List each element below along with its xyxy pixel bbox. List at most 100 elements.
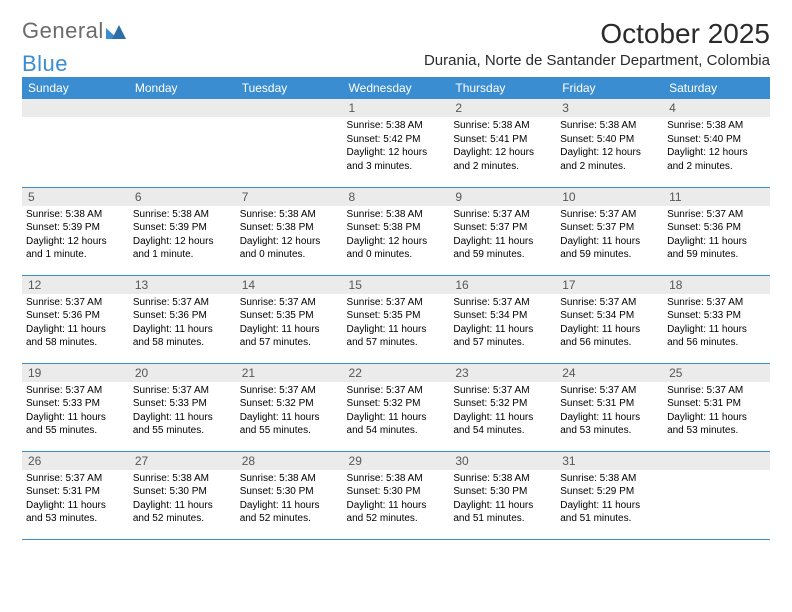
day-details: Sunrise: 5:37 AMSunset: 5:36 PMDaylight:… <box>129 294 236 354</box>
calendar-week-row: 19Sunrise: 5:37 AMSunset: 5:33 PMDayligh… <box>22 363 770 451</box>
calendar-week-row: 1Sunrise: 5:38 AMSunset: 5:42 PMDaylight… <box>22 99 770 187</box>
day-details: Sunrise: 5:38 AMSunset: 5:30 PMDaylight:… <box>236 470 343 530</box>
day-details: Sunrise: 5:38 AMSunset: 5:42 PMDaylight:… <box>343 117 450 177</box>
weekday-header: Wednesday <box>343 77 450 99</box>
calendar-empty-cell <box>129 99 236 187</box>
day-details: Sunrise: 5:38 AMSunset: 5:30 PMDaylight:… <box>449 470 556 530</box>
logo-line2: Blue <box>22 51 68 77</box>
calendar-day-cell: 24Sunrise: 5:37 AMSunset: 5:31 PMDayligh… <box>556 363 663 451</box>
day-number <box>129 99 236 117</box>
day-details: Sunrise: 5:37 AMSunset: 5:33 PMDaylight:… <box>22 382 129 442</box>
day-details: Sunrise: 5:38 AMSunset: 5:41 PMDaylight:… <box>449 117 556 177</box>
day-number: 20 <box>129 364 236 382</box>
calendar-day-cell: 30Sunrise: 5:38 AMSunset: 5:30 PMDayligh… <box>449 451 556 539</box>
day-details: Sunrise: 5:37 AMSunset: 5:33 PMDaylight:… <box>663 294 770 354</box>
day-number: 12 <box>22 276 129 294</box>
day-details: Sunrise: 5:37 AMSunset: 5:37 PMDaylight:… <box>556 206 663 266</box>
weekday-header-row: SundayMondayTuesdayWednesdayThursdayFrid… <box>22 77 770 99</box>
calendar-day-cell: 29Sunrise: 5:38 AMSunset: 5:30 PMDayligh… <box>343 451 450 539</box>
day-details: Sunrise: 5:38 AMSunset: 5:30 PMDaylight:… <box>129 470 236 530</box>
calendar-body: 1Sunrise: 5:38 AMSunset: 5:42 PMDaylight… <box>22 99 770 539</box>
day-details: Sunrise: 5:38 AMSunset: 5:29 PMDaylight:… <box>556 470 663 530</box>
day-details: Sunrise: 5:38 AMSunset: 5:38 PMDaylight:… <box>343 206 450 266</box>
day-details: Sunrise: 5:38 AMSunset: 5:39 PMDaylight:… <box>129 206 236 266</box>
day-number <box>663 452 770 470</box>
day-details: Sunrise: 5:38 AMSunset: 5:38 PMDaylight:… <box>236 206 343 266</box>
calendar-day-cell: 20Sunrise: 5:37 AMSunset: 5:33 PMDayligh… <box>129 363 236 451</box>
day-number: 18 <box>663 276 770 294</box>
calendar-empty-cell <box>236 99 343 187</box>
day-number: 10 <box>556 188 663 206</box>
day-details: Sunrise: 5:38 AMSunset: 5:39 PMDaylight:… <box>22 206 129 266</box>
calendar-day-cell: 5Sunrise: 5:38 AMSunset: 5:39 PMDaylight… <box>22 187 129 275</box>
day-number: 16 <box>449 276 556 294</box>
logo: General <box>22 18 126 44</box>
day-number: 1 <box>343 99 450 117</box>
logo-icon <box>106 23 126 39</box>
day-details: Sunrise: 5:37 AMSunset: 5:36 PMDaylight:… <box>22 294 129 354</box>
day-details: Sunrise: 5:37 AMSunset: 5:35 PMDaylight:… <box>343 294 450 354</box>
calendar-day-cell: 4Sunrise: 5:38 AMSunset: 5:40 PMDaylight… <box>663 99 770 187</box>
day-number: 2 <box>449 99 556 117</box>
day-details: Sunrise: 5:37 AMSunset: 5:32 PMDaylight:… <box>343 382 450 442</box>
day-number: 22 <box>343 364 450 382</box>
day-number: 19 <box>22 364 129 382</box>
day-number: 30 <box>449 452 556 470</box>
day-details: Sunrise: 5:37 AMSunset: 5:31 PMDaylight:… <box>663 382 770 442</box>
calendar-empty-cell <box>22 99 129 187</box>
day-details: Sunrise: 5:37 AMSunset: 5:33 PMDaylight:… <box>129 382 236 442</box>
day-details: Sunrise: 5:38 AMSunset: 5:40 PMDaylight:… <box>556 117 663 177</box>
calendar-day-cell: 28Sunrise: 5:38 AMSunset: 5:30 PMDayligh… <box>236 451 343 539</box>
calendar-day-cell: 11Sunrise: 5:37 AMSunset: 5:36 PMDayligh… <box>663 187 770 275</box>
weekday-header: Monday <box>129 77 236 99</box>
page-subtitle: Durania, Norte de Santander Department, … <box>424 52 770 69</box>
calendar-day-cell: 16Sunrise: 5:37 AMSunset: 5:34 PMDayligh… <box>449 275 556 363</box>
weekday-header: Friday <box>556 77 663 99</box>
day-details: Sunrise: 5:37 AMSunset: 5:36 PMDaylight:… <box>663 206 770 266</box>
day-details: Sunrise: 5:37 AMSunset: 5:35 PMDaylight:… <box>236 294 343 354</box>
day-number: 27 <box>129 452 236 470</box>
calendar-day-cell: 23Sunrise: 5:37 AMSunset: 5:32 PMDayligh… <box>449 363 556 451</box>
day-number: 28 <box>236 452 343 470</box>
calendar-day-cell: 2Sunrise: 5:38 AMSunset: 5:41 PMDaylight… <box>449 99 556 187</box>
calendar-empty-cell <box>663 451 770 539</box>
day-details: Sunrise: 5:38 AMSunset: 5:40 PMDaylight:… <box>663 117 770 177</box>
day-number: 8 <box>343 188 450 206</box>
calendar-day-cell: 18Sunrise: 5:37 AMSunset: 5:33 PMDayligh… <box>663 275 770 363</box>
calendar-day-cell: 15Sunrise: 5:37 AMSunset: 5:35 PMDayligh… <box>343 275 450 363</box>
day-number: 13 <box>129 276 236 294</box>
day-number: 6 <box>129 188 236 206</box>
day-number: 15 <box>343 276 450 294</box>
day-details: Sunrise: 5:37 AMSunset: 5:34 PMDaylight:… <box>556 294 663 354</box>
weekday-header: Sunday <box>22 77 129 99</box>
calendar-day-cell: 27Sunrise: 5:38 AMSunset: 5:30 PMDayligh… <box>129 451 236 539</box>
day-number: 26 <box>22 452 129 470</box>
calendar-day-cell: 1Sunrise: 5:38 AMSunset: 5:42 PMDaylight… <box>343 99 450 187</box>
day-details: Sunrise: 5:37 AMSunset: 5:32 PMDaylight:… <box>449 382 556 442</box>
day-number <box>22 99 129 117</box>
calendar-day-cell: 8Sunrise: 5:38 AMSunset: 5:38 PMDaylight… <box>343 187 450 275</box>
day-details: Sunrise: 5:37 AMSunset: 5:31 PMDaylight:… <box>556 382 663 442</box>
calendar-day-cell: 12Sunrise: 5:37 AMSunset: 5:36 PMDayligh… <box>22 275 129 363</box>
calendar-day-cell: 21Sunrise: 5:37 AMSunset: 5:32 PMDayligh… <box>236 363 343 451</box>
calendar-day-cell: 9Sunrise: 5:37 AMSunset: 5:37 PMDaylight… <box>449 187 556 275</box>
day-number <box>236 99 343 117</box>
day-number: 17 <box>556 276 663 294</box>
calendar-day-cell: 3Sunrise: 5:38 AMSunset: 5:40 PMDaylight… <box>556 99 663 187</box>
logo-gray: General <box>22 18 104 44</box>
calendar-day-cell: 14Sunrise: 5:37 AMSunset: 5:35 PMDayligh… <box>236 275 343 363</box>
day-number: 24 <box>556 364 663 382</box>
calendar-week-row: 12Sunrise: 5:37 AMSunset: 5:36 PMDayligh… <box>22 275 770 363</box>
calendar-day-cell: 13Sunrise: 5:37 AMSunset: 5:36 PMDayligh… <box>129 275 236 363</box>
day-details: Sunrise: 5:37 AMSunset: 5:32 PMDaylight:… <box>236 382 343 442</box>
day-number: 9 <box>449 188 556 206</box>
day-number: 7 <box>236 188 343 206</box>
day-number: 23 <box>449 364 556 382</box>
weekday-header: Thursday <box>449 77 556 99</box>
calendar-day-cell: 31Sunrise: 5:38 AMSunset: 5:29 PMDayligh… <box>556 451 663 539</box>
day-number: 25 <box>663 364 770 382</box>
page-title: October 2025 <box>600 18 770 50</box>
day-details: Sunrise: 5:37 AMSunset: 5:37 PMDaylight:… <box>449 206 556 266</box>
calendar-day-cell: 19Sunrise: 5:37 AMSunset: 5:33 PMDayligh… <box>22 363 129 451</box>
day-number: 14 <box>236 276 343 294</box>
